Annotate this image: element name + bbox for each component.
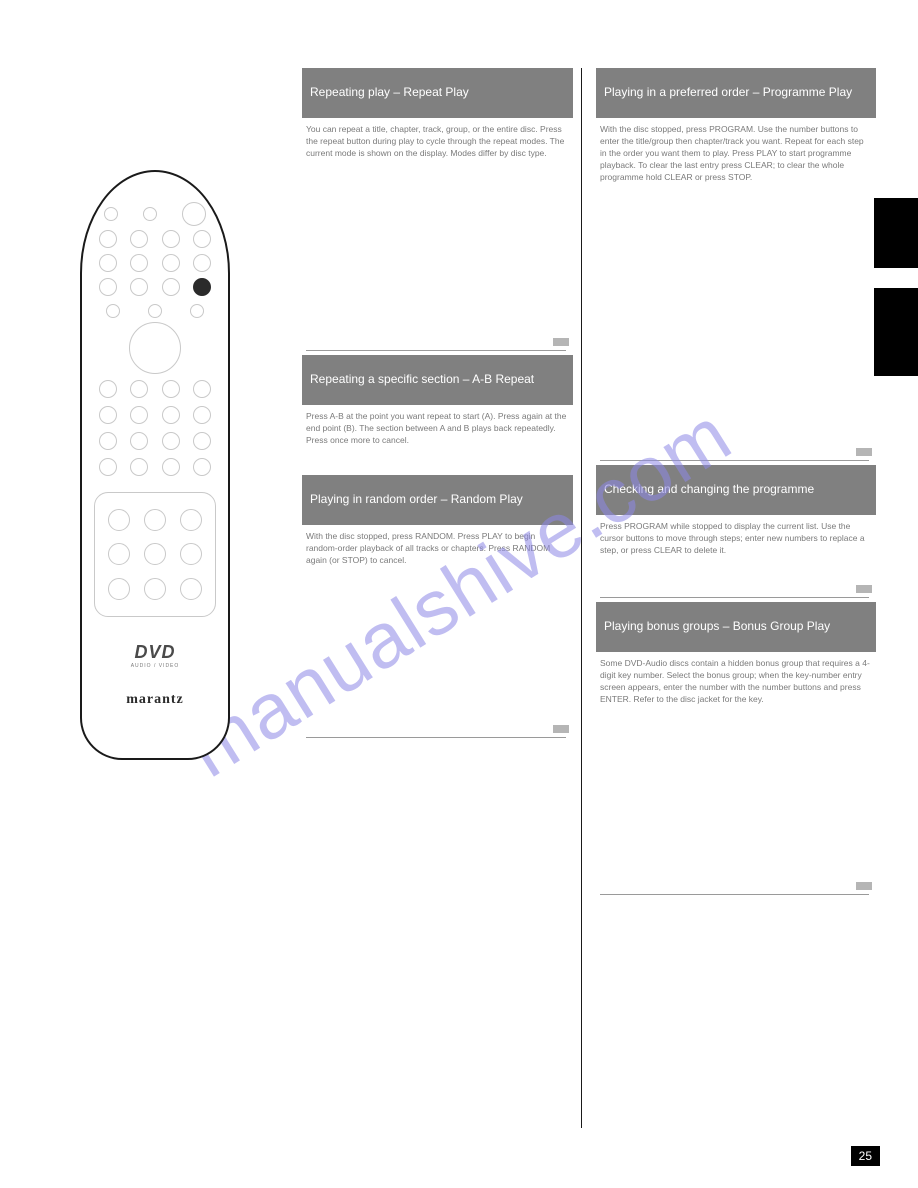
rc-button xyxy=(99,432,117,450)
rc-button xyxy=(193,230,211,248)
brand-label: marantz xyxy=(82,692,228,708)
section-heading: Checking and changing the programme xyxy=(596,465,876,515)
rc-button xyxy=(193,254,211,272)
rc-button xyxy=(99,458,117,476)
divider xyxy=(306,350,566,351)
rc-button xyxy=(130,432,148,450)
rc-button xyxy=(130,458,148,476)
rc-button xyxy=(104,207,118,221)
rc-button xyxy=(130,380,148,398)
rc-transport-button xyxy=(180,578,202,600)
section-body: Some DVD-Audio discs contain a hidden bo… xyxy=(596,652,876,882)
rc-button xyxy=(106,304,120,318)
rc-button xyxy=(190,304,204,318)
rc-button xyxy=(99,380,117,398)
rc-button xyxy=(130,254,148,272)
rc-button xyxy=(193,406,211,424)
manual-page: manualshive.com xyxy=(0,0,918,1188)
page-number: 25 xyxy=(851,1146,880,1166)
section-body: Press PROGRAM while stopped to display t… xyxy=(596,515,876,585)
section-heading: Playing in random order – Random Play xyxy=(302,475,573,525)
divider xyxy=(306,737,566,738)
section-heading: Playing bonus groups – Bonus Group Play xyxy=(596,602,876,652)
rc-button xyxy=(143,207,157,221)
dvd-logo: DVD AUDIO / VIDEO xyxy=(82,642,228,669)
side-tab xyxy=(874,288,918,376)
section-heading: Repeating a specific section – A-B Repea… xyxy=(302,355,573,405)
rc-power-button xyxy=(182,202,206,226)
rc-button xyxy=(130,230,148,248)
dvd-logo-text: DVD xyxy=(82,642,228,663)
rc-transport-button xyxy=(180,543,202,565)
rc-button xyxy=(148,304,162,318)
rc-button xyxy=(162,380,180,398)
rc-button xyxy=(162,458,180,476)
section-body: You can repeat a title, chapter, track, … xyxy=(302,118,573,338)
rc-button xyxy=(193,458,211,476)
rc-highlighted-button xyxy=(193,278,211,296)
rc-dpad xyxy=(129,322,181,374)
divider xyxy=(600,460,869,461)
rc-button xyxy=(99,278,117,296)
rc-button xyxy=(162,230,180,248)
section-body: Press A-B at the point you want repeat t… xyxy=(302,405,573,475)
section-heading: Repeating play – Repeat Play xyxy=(302,68,573,118)
rc-button xyxy=(99,254,117,272)
rc-button xyxy=(130,278,148,296)
dvd-logo-subtext: AUDIO / VIDEO xyxy=(82,663,228,669)
rc-button xyxy=(99,230,117,248)
rc-transport-button xyxy=(108,509,130,531)
rc-transport-button xyxy=(180,509,202,531)
left-column: Repeating play – Repeat Play You can rep… xyxy=(302,68,582,1128)
disc-badge-row xyxy=(596,882,876,892)
rc-transport-button xyxy=(144,578,166,600)
rc-transport-button xyxy=(108,543,130,565)
disc-badge-row xyxy=(596,448,876,458)
rc-button xyxy=(162,432,180,450)
rc-button xyxy=(193,380,211,398)
rc-button xyxy=(162,254,180,272)
section-body: With the disc stopped, press RANDOM. Pre… xyxy=(302,525,573,725)
rc-transport-button xyxy=(108,578,130,600)
remote-control-illustration: DVD AUDIO / VIDEO marantz xyxy=(80,170,230,760)
divider xyxy=(600,894,869,895)
disc-badge-row xyxy=(596,585,876,595)
right-column: Playing in a preferred order – Programme… xyxy=(596,68,876,1128)
rc-button xyxy=(162,278,180,296)
rc-transport-button xyxy=(144,543,166,565)
rc-button xyxy=(99,406,117,424)
section-body: With the disc stopped, press PROGRAM. Us… xyxy=(596,118,876,448)
rc-button xyxy=(130,406,148,424)
disc-badge-row xyxy=(302,338,573,348)
disc-badge-row xyxy=(302,725,573,735)
section-body-extra xyxy=(302,742,573,882)
rc-button xyxy=(162,406,180,424)
rc-transport-button xyxy=(144,509,166,531)
side-tab xyxy=(874,198,918,268)
rc-button xyxy=(193,432,211,450)
divider xyxy=(600,597,869,598)
section-heading: Playing in a preferred order – Programme… xyxy=(596,68,876,118)
rc-transport-panel xyxy=(94,492,216,617)
